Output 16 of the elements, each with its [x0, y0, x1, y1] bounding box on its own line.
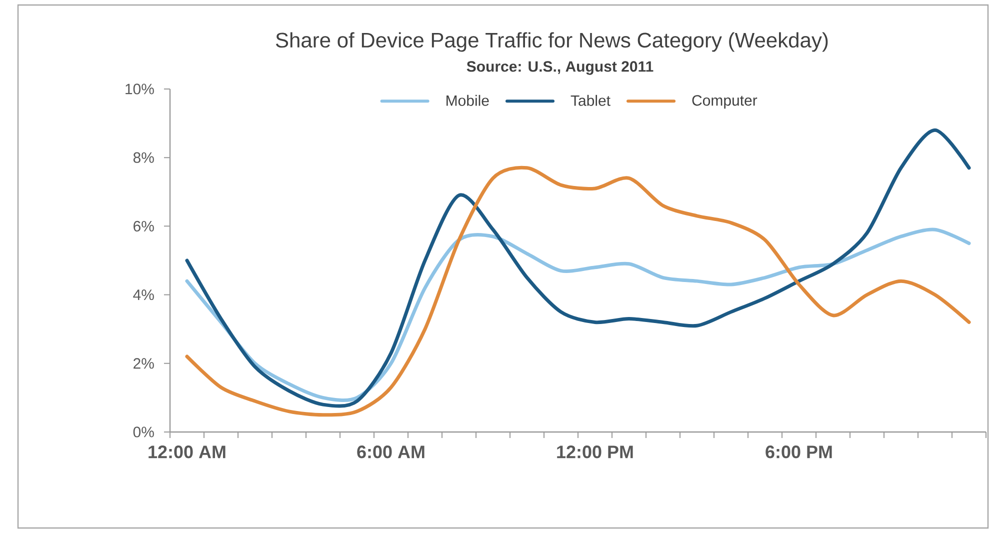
chart-title: Share of Device Page Traffic for News Category (Weekday) [276, 32, 828, 52]
chart-subtitle: Source: U.S., August 2011 [466, 61, 654, 75]
x-tick-label: 12:00 AM [148, 446, 226, 458]
y-tick-label: 6% [134, 220, 154, 232]
y-tick-label: 0% [133, 426, 154, 438]
x-tick-label: 6:00 PM [766, 446, 832, 458]
x-tick-label: 12:00 PM [557, 446, 633, 458]
y-tick-label: 4% [133, 290, 154, 300]
y-tick-label: 2% [134, 358, 154, 369]
legend-label: Mobile [446, 94, 489, 106]
line-series [185, 166, 971, 417]
legend-label: Tablet [570, 94, 610, 106]
y-tick-label: 8% [133, 152, 154, 163]
legend-label: Computer [692, 95, 758, 109]
y-tick-label: 10% [126, 84, 154, 94]
x-tick-label: 6:00 AM [357, 446, 424, 458]
